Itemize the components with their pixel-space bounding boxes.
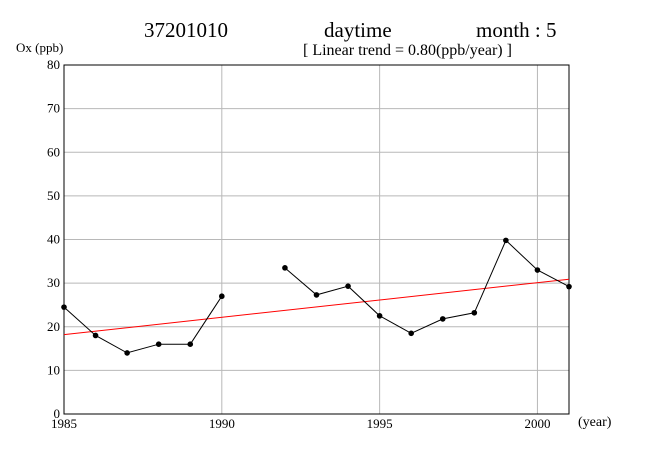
- y-tick-label: 20: [47, 319, 60, 334]
- series-layer: [61, 237, 572, 356]
- tick-labels: 0 10 20 30 40 50 60 70 80 1985 1990 1995 2000: [47, 57, 550, 431]
- data-point: [566, 283, 572, 290]
- y-tick-label: 40: [47, 232, 60, 247]
- y-tick-label: 70: [47, 101, 60, 116]
- grid-lines: [63, 64, 569, 415]
- data-point: [124, 350, 130, 356]
- series-line: [63, 295, 223, 354]
- y-tick-label: 60: [47, 144, 60, 159]
- y-tick-label: 50: [47, 188, 60, 203]
- y-axis-label: Ox (ppb): [16, 40, 64, 55]
- data-point: [155, 341, 162, 348]
- y-tick-label: 0: [54, 406, 61, 421]
- station-id: 37201010: [144, 18, 228, 42]
- y-tick-label: 10: [47, 362, 60, 377]
- data-point: [187, 341, 194, 348]
- x-tick-label: 2000: [524, 416, 550, 431]
- data-point: [61, 304, 67, 310]
- y-tick-label: 80: [47, 57, 60, 72]
- data-point: [92, 332, 99, 339]
- data-point: [345, 283, 351, 289]
- x-axis-label: (year): [578, 415, 612, 430]
- data-point: [282, 265, 288, 271]
- month-label: month : 5: [476, 18, 557, 42]
- x-tick-label: 1985: [51, 416, 77, 431]
- x-tick-label: 1995: [367, 416, 393, 431]
- period-label: daytime: [324, 18, 392, 42]
- data-point: [471, 309, 478, 316]
- series-line: [284, 239, 570, 334]
- data-point: [313, 292, 320, 298]
- x-tick-label: 1990: [209, 416, 235, 431]
- data-point: [219, 293, 225, 300]
- data-point: [439, 316, 446, 322]
- data-point: [408, 330, 414, 337]
- data-point: [376, 313, 383, 319]
- data-point: [534, 267, 541, 273]
- plot-frame: [63, 64, 570, 415]
- data-point: [503, 237, 509, 244]
- y-tick-label: 30: [47, 275, 60, 290]
- linear-trend-label: [ Linear trend = 0.80(ppb/year) ]: [303, 42, 512, 59]
